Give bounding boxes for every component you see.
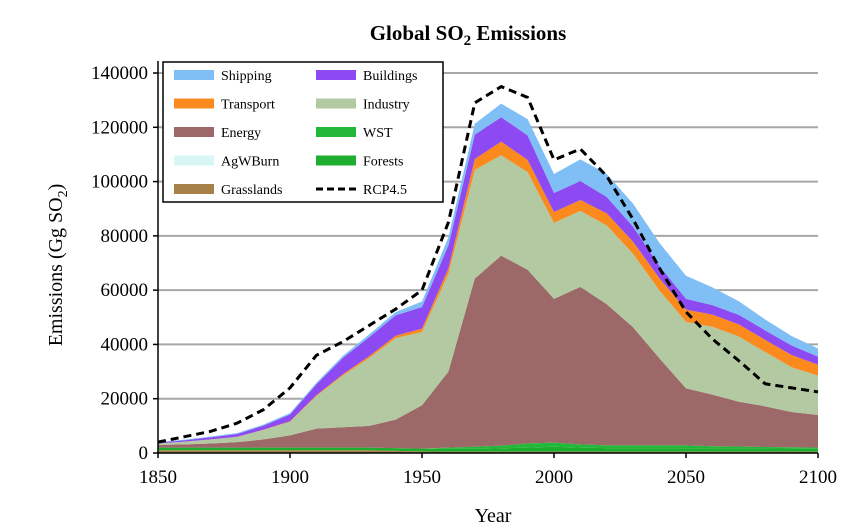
legend-item-wst: WST <box>316 126 393 141</box>
legend: Shipping Buildings Transport Industry Energy… <box>162 61 444 203</box>
area-wst <box>158 442 818 449</box>
x-tick-label-1850: 1850 <box>139 467 177 488</box>
y-tick-label-120000: 120000 <box>91 117 148 138</box>
x-tick-label-1950: 1950 <box>403 467 441 488</box>
x-tick-labels: 1850 1900 1950 2000 2050 2100 <box>139 453 837 488</box>
chart-title-main: Global SO <box>370 21 464 45</box>
reference-lines <box>157 84 819 444</box>
y-tick-label-80000: 80000 <box>101 226 149 247</box>
chart-title-end: Emissions <box>471 21 566 45</box>
x-tick-label-2000: 2000 <box>535 467 573 488</box>
axes <box>157 61 818 454</box>
legend-label: AgWBurn <box>221 155 279 170</box>
y-axis-title-end: ) <box>45 184 67 191</box>
legend-item-rcp4-5: RCP4.5 <box>316 183 407 198</box>
y-axis-title-main: Emissions (Gg SO <box>45 197 67 346</box>
chart-title-sub: 2 <box>464 33 472 49</box>
y-axis-title: Emissions (Gg SO2) <box>45 184 71 347</box>
legend-swatch <box>174 184 214 194</box>
y-tick-label-100000: 100000 <box>91 172 148 193</box>
legend-swatch <box>316 127 356 137</box>
area-industry <box>158 155 818 445</box>
y-tick-label-140000: 140000 <box>91 63 148 84</box>
legend-swatch <box>174 155 214 166</box>
x-tick-label-1900: 1900 <box>271 467 309 488</box>
legend-label: Grasslands <box>221 183 282 198</box>
legend-label: RCP4.5 <box>363 183 407 198</box>
legend-item-buildings: Buildings <box>316 69 417 84</box>
y-tick-labels: 0 20000 40000 60000 80000 100000 120000 140000 <box>91 63 158 464</box>
legend-item-transport: Transport <box>174 98 275 113</box>
chart-title: Global SO2 Emissions <box>370 21 567 49</box>
area-forests <box>158 446 818 452</box>
y-tick-label-20000: 20000 <box>101 389 149 410</box>
x-tick-label-2050: 2050 <box>667 467 705 488</box>
legend-swatch <box>174 127 214 137</box>
legend-item-industry: Industry <box>316 98 410 113</box>
legend-swatch <box>174 70 214 80</box>
legend-label: Shipping <box>221 69 272 84</box>
y-tick-label-0: 0 <box>139 443 149 464</box>
y-axis-title-sub: 2 <box>56 190 71 197</box>
y-tick-label-40000: 40000 <box>101 334 149 355</box>
legend-item-forests: Forests <box>316 155 403 170</box>
line-rcp4-5 <box>157 84 819 444</box>
legend-label: Forests <box>363 155 403 170</box>
legend-label: Buildings <box>363 69 417 84</box>
area-energy <box>158 255 818 449</box>
legend-swatch <box>316 70 356 80</box>
legend-label: WST <box>363 126 393 141</box>
legend-swatch <box>174 98 214 109</box>
legend-label: Industry <box>363 98 410 113</box>
legend-swatch <box>316 98 356 109</box>
legend-item-energy: Energy <box>174 126 261 141</box>
legend-item-grasslands: Grasslands <box>174 183 282 198</box>
legend-label: Transport <box>221 98 275 113</box>
legend-label: Energy <box>221 126 261 141</box>
x-axis-title: Year <box>475 505 512 526</box>
legend-box <box>162 61 444 203</box>
y-tick-label-60000: 60000 <box>101 280 149 301</box>
legend-item-shipping: Shipping <box>174 69 272 84</box>
legend-item-agwburn: AgWBurn <box>174 155 279 170</box>
x-tick-label-2100: 2100 <box>799 467 837 488</box>
legend-swatch <box>316 155 356 166</box>
